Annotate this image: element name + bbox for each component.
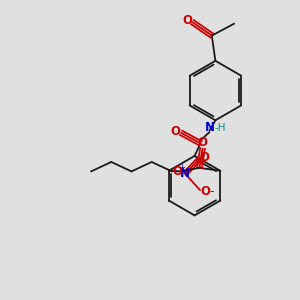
Text: O: O	[172, 165, 182, 178]
Text: O: O	[182, 14, 192, 27]
Text: +: +	[178, 163, 185, 172]
Text: O: O	[200, 151, 210, 164]
Text: O: O	[197, 136, 208, 149]
Text: N: N	[204, 121, 214, 134]
Text: O: O	[200, 185, 210, 198]
Text: O: O	[171, 125, 181, 138]
Text: -H: -H	[214, 123, 226, 133]
Text: -: -	[209, 185, 214, 198]
Text: N: N	[180, 167, 190, 180]
